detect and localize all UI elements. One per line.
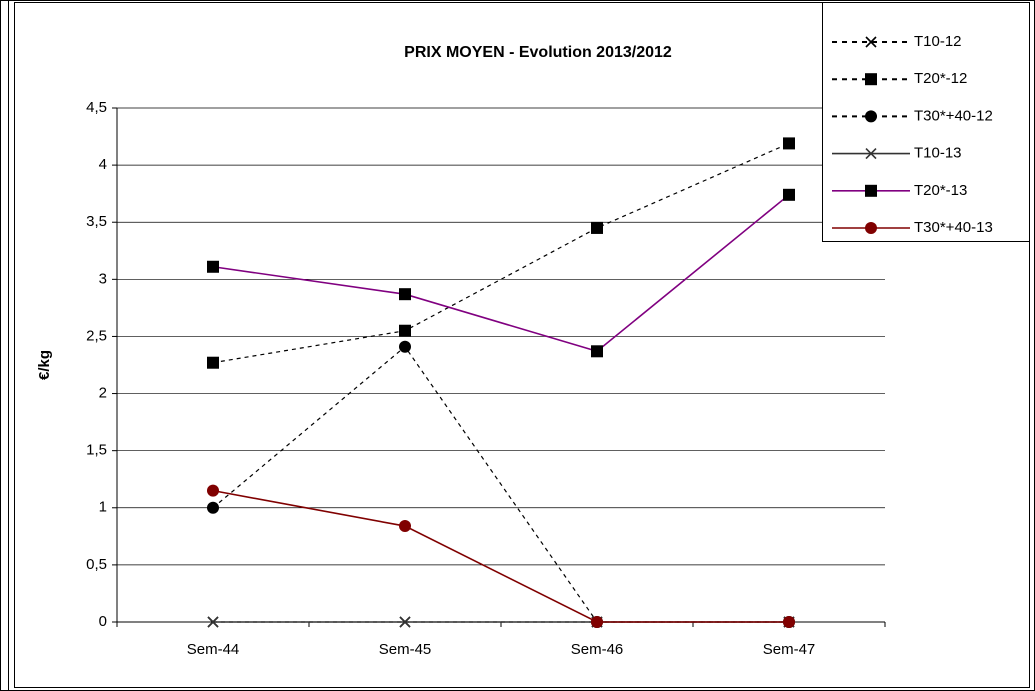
data-point xyxy=(783,188,795,201)
data-point xyxy=(399,520,411,533)
x-tick-label: Sem-44 xyxy=(187,641,240,658)
legend-label: T20*-13 xyxy=(914,182,967,199)
data-point xyxy=(591,345,603,358)
data-point xyxy=(783,616,795,628)
legend-marker xyxy=(865,184,877,197)
data-point xyxy=(207,616,219,628)
x-tick-label: Sem-46 xyxy=(571,641,624,658)
legend-label: T10-13 xyxy=(914,145,962,162)
series-line xyxy=(212,194,790,353)
legend-label: T30*+40-12 xyxy=(914,107,993,124)
y-tick-label: 1 xyxy=(99,499,107,516)
data-point xyxy=(399,340,411,353)
data-point xyxy=(783,137,795,150)
data-point xyxy=(207,356,219,369)
y-tick-label: 2,5 xyxy=(86,327,107,344)
data-point xyxy=(399,324,411,337)
y-tick-label: 4 xyxy=(99,156,107,173)
series-line xyxy=(212,142,790,364)
x-tick-label: Sem-47 xyxy=(763,641,816,658)
data-point xyxy=(207,484,219,497)
legend-label: T20*-12 xyxy=(914,70,967,87)
legend-marker xyxy=(865,110,877,123)
chart-title: PRIX MOYEN - Evolution 2013/2012 xyxy=(404,44,672,61)
y-axis-title: €/kg xyxy=(36,350,53,380)
data-point xyxy=(207,501,219,514)
legend-label: T30*+40-13 xyxy=(914,219,993,236)
y-tick-label: 2 xyxy=(99,385,107,402)
legend-marker xyxy=(865,36,877,48)
legend-label: T10-12 xyxy=(914,33,962,50)
y-tick-label: 0 xyxy=(99,613,107,630)
y-tick-label: 0,5 xyxy=(86,556,107,573)
y-tick-label: 3,5 xyxy=(86,213,107,230)
y-tick-label: 1,5 xyxy=(86,442,107,459)
legend-marker xyxy=(865,73,877,86)
legend-marker xyxy=(865,148,877,160)
data-point xyxy=(591,616,603,628)
y-tick-label: 4,5 xyxy=(86,99,107,116)
data-point xyxy=(207,260,219,273)
data-point xyxy=(399,288,411,301)
legend-marker xyxy=(865,222,877,234)
data-point xyxy=(399,616,411,628)
x-tick-label: Sem-45 xyxy=(379,641,432,658)
data-point xyxy=(591,221,603,234)
y-tick-label: 3 xyxy=(99,270,107,287)
series-line xyxy=(212,489,789,623)
